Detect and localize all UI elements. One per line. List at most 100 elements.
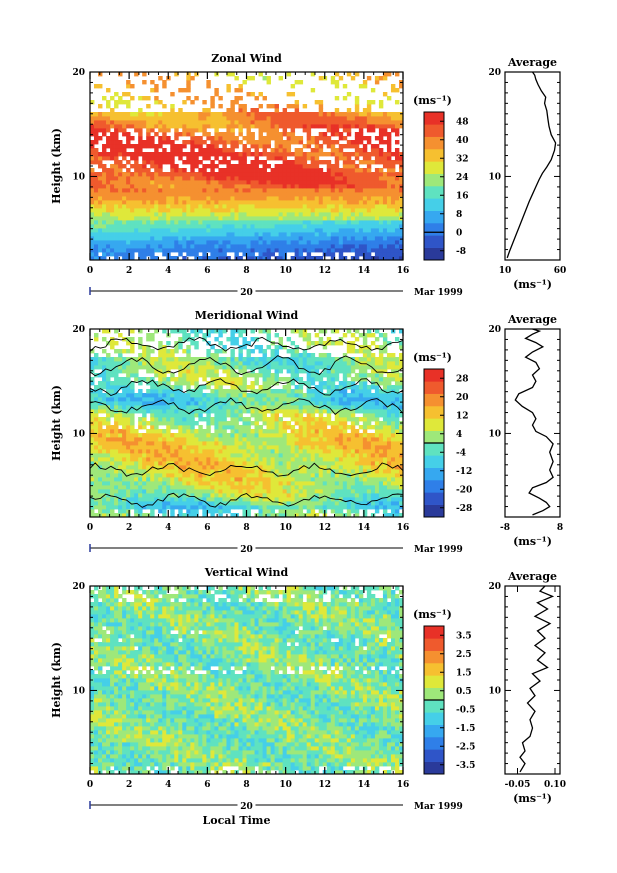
heatmap-cell [294,248,300,253]
heatmap-cell [202,509,207,514]
heatmap-cell [206,248,211,253]
heatmap-cell [266,140,271,145]
heatmap-cell [294,421,300,426]
heatmap-cell [302,461,308,466]
heatmap-cell [362,224,368,229]
heatmap-cell [282,493,288,498]
heatmap-cell [162,140,167,145]
heatmap-cell [122,425,127,430]
date-label: Mar 1999 [414,288,463,298]
heatmap-cell [206,493,211,498]
heatmap-cell [90,236,95,241]
heatmap-cell [166,497,171,502]
heatmap-cell [106,445,111,450]
heatmap-cell [166,160,171,165]
heatmap-cell [118,473,123,478]
heatmap-cell [370,433,376,438]
heatmap-cell [334,445,340,450]
heatmap-cell [362,216,368,221]
heatmap-cell [306,256,312,261]
heatmap-cell [218,212,223,217]
heatmap-cell [322,112,328,117]
heatmap-cell [374,216,380,221]
heatmap-cell [122,469,127,474]
heatmap-cell [370,200,376,205]
heatmap-cell [198,433,203,438]
heatmap-cell [162,172,167,177]
heatmap-cell [254,172,259,177]
heatmap-cell [386,449,392,454]
heatmap-cell [242,220,247,225]
heatmap-cell [182,116,187,121]
heatmap-cell [254,176,259,181]
heatmap-cell [154,204,159,209]
heatmap-cell [310,88,316,93]
heatmap-cell [158,493,163,498]
heatmap-cell [258,152,263,157]
heatmap-cell [350,244,356,249]
heatmap-cell [198,453,203,458]
heatmap-cell [398,196,404,201]
heatmap-cell [130,465,135,470]
heatmap-cell [386,216,392,221]
heatmap-cell [206,457,211,462]
heatmap-cell [394,120,400,125]
heatmap-cell [254,240,259,245]
heatmap-cell [258,469,263,474]
heatmap-cell [330,236,336,241]
heatmap-cell [190,244,195,249]
heatmap-cell [374,441,380,446]
heatmap-cell [118,224,123,229]
heatmap-cell [214,140,219,145]
heatmap-cell [214,136,219,141]
heatmap-cell [398,240,404,245]
heatmap-cell [154,228,159,233]
heatmap-cell [190,429,195,434]
heatmap-cell [190,124,195,129]
heatmap-cell [310,120,316,125]
heatmap-cell [282,108,288,113]
heatmap-cell [294,184,300,189]
colorbar-unit: (ms⁻¹) [413,94,452,107]
heatmap-cell [226,188,231,193]
heatmap-cell [306,180,312,185]
heatmap-cell [310,497,316,502]
heatmap-cell [102,192,107,197]
heatmap-cell [346,132,352,137]
heatmap-cell [394,449,400,454]
heatmap-cell [162,248,167,253]
heatmap-cell [114,208,119,213]
heatmap-cell [174,461,179,466]
heatmap-cell [150,493,155,498]
heatmap-cell [294,140,300,145]
heatmap-cell [186,477,191,482]
heatmap-cell [334,168,340,173]
heatmap-cell [354,509,360,514]
heatmap-cell [182,188,187,193]
heatmap-cell [214,477,219,482]
heatmap-cell [94,433,99,438]
heatmap-cell [146,481,151,486]
heatmap-cell [110,505,115,510]
heatmap-cell [126,124,131,129]
heatmap-cell [226,477,231,482]
heatmap-cell [374,244,380,249]
heatmap-cell [130,429,135,434]
heatmap-cell [330,509,336,514]
heatmap-cell [110,152,115,157]
heatmap-cell [322,505,328,510]
heatmap-cell [90,485,95,490]
profile-y-tick-label: 10 [488,172,501,182]
heatmap-cell [130,449,135,454]
heatmap-cell [214,132,219,137]
heatmap-cell [274,172,279,177]
heatmap-cell [206,409,211,414]
heatmap-cell [134,485,139,490]
heatmap-cell [134,120,139,125]
heatmap-cell [334,501,340,506]
heatmap-cell [194,160,199,165]
heatmap-cell [394,112,400,117]
heatmap-cell [194,144,199,149]
heatmap-cell [262,228,267,233]
heatmap-cell [286,228,292,233]
